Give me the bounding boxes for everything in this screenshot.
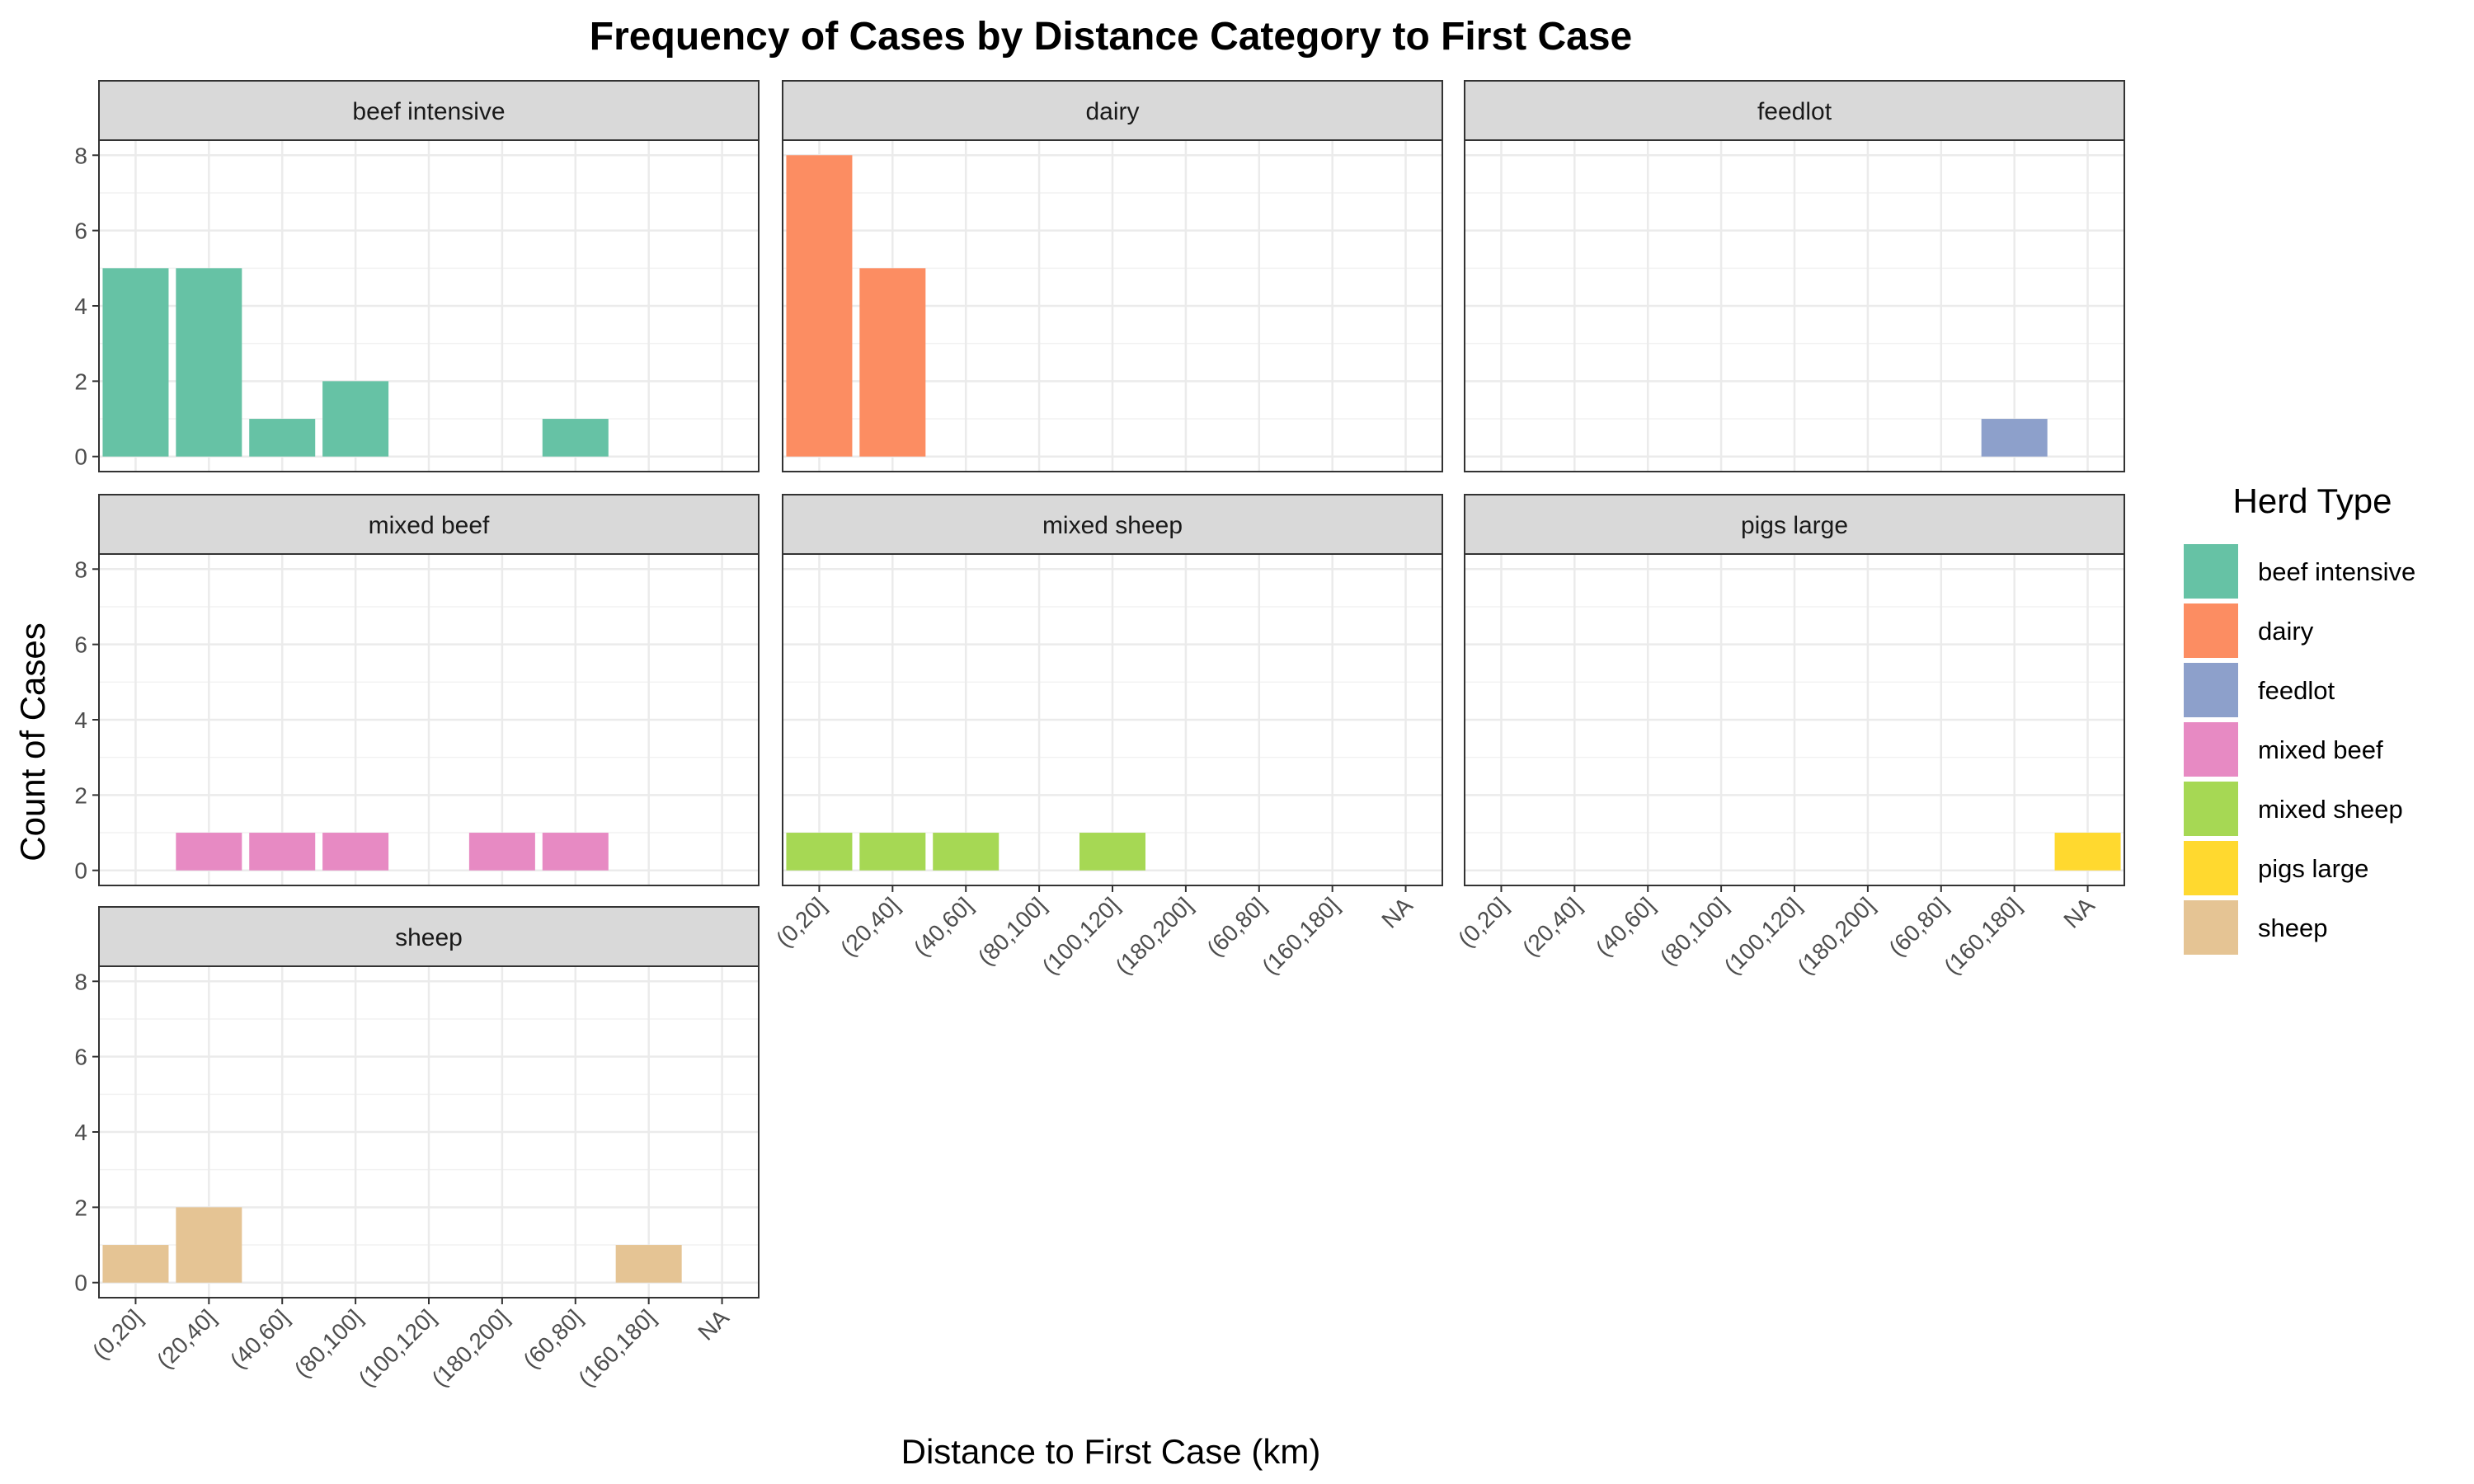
facet-strip-label: feedlot: [1757, 98, 1832, 125]
facet-strip: [98, 80, 760, 141]
bar-mixed-beef-20-40: [176, 833, 242, 871]
legend-label-pigs-large: pigs large: [2258, 854, 2368, 883]
panel-border: [1464, 139, 2125, 472]
panel-border: [782, 139, 1443, 472]
bar-beef-intensive-0-20: [102, 268, 169, 457]
y-tick-label: 6: [74, 218, 87, 244]
y-tick-label: 2: [74, 1195, 87, 1220]
facet-beef-intensive: beef intensive 0 2 4 6 8: [74, 80, 760, 472]
y-tick-label: 2: [74, 782, 87, 808]
bar-beef-intensive-40-60: [249, 419, 316, 457]
y-tick-label: 8: [74, 556, 87, 582]
y-axis-title: Count of Cases: [13, 622, 52, 862]
bar-beef-intensive-20-40: [176, 268, 242, 457]
facet-panels: beef intensive 0 2 4 6 8 dairy feedlot mixed bee…: [74, 80, 2125, 1392]
y-tick-label: 2: [74, 369, 87, 394]
facet-mixed-beef: mixed beef 0 2 4 6 8: [74, 494, 760, 886]
facet-strip: [1464, 494, 2125, 555]
y-tick-label: 0: [74, 444, 87, 470]
facet-strip-label: mixed beef: [369, 512, 490, 539]
y-tick-label: 0: [74, 1270, 87, 1296]
bar-mixed-beef-180-200: [468, 833, 535, 871]
bar-mixed-sheep-0-20: [786, 833, 853, 871]
legend-title: Herd Type: [2233, 481, 2392, 520]
chart-title: Frequency of Cases by Distance Category …: [590, 15, 1632, 59]
bar-sheep-160-180: [615, 1245, 682, 1283]
facet-strip-label: pigs large: [1741, 512, 1848, 539]
bar-sheep-0-20: [102, 1245, 169, 1283]
facet-strip-label: beef intensive: [352, 98, 505, 125]
bar-beef-intensive-60-80: [542, 419, 609, 457]
bar-mixed-sheep-40-60: [933, 833, 999, 871]
bar-pigs-large-na: [2054, 833, 2121, 871]
legend-key-feedlot: [2184, 663, 2238, 717]
legend-key-dairy: [2184, 603, 2238, 658]
x-axis-title: Distance to First Case (km): [901, 1432, 1321, 1471]
legend: Herd Type beef intensive dairy feedlot mixed…: [2184, 481, 2415, 955]
y-tick-label: 6: [74, 1045, 87, 1070]
bar-feedlot-160-180: [1981, 419, 2048, 457]
y-tick-label: 4: [74, 1120, 87, 1145]
legend-key-mixed-beef: [2184, 722, 2238, 777]
legend-label-beef-intensive: beef intensive: [2258, 557, 2415, 586]
facet-strip: [98, 906, 760, 967]
bar-mixed-beef-80-100: [322, 833, 389, 871]
facet-strip-label: sheep: [395, 924, 463, 951]
y-tick-label: 4: [74, 294, 87, 319]
legend-key-beef-intensive: [2184, 544, 2238, 599]
bar-mixed-beef-60-80: [542, 833, 609, 871]
legend-label-dairy: dairy: [2258, 617, 2314, 646]
y-tick-label: 8: [74, 969, 87, 994]
facet-strip-label: mixed sheep: [1042, 512, 1183, 539]
bar-beef-intensive-80-100: [322, 381, 389, 457]
bar-mixed-sheep-20-40: [859, 833, 926, 871]
bar-mixed-sheep-100-120: [1079, 833, 1145, 871]
bar-sheep-20-40: [176, 1207, 242, 1283]
facet-strip: [98, 494, 760, 555]
legend-key-mixed-sheep: [2184, 782, 2238, 836]
y-tick-label: 4: [74, 707, 87, 733]
facet-strip: [1464, 80, 2125, 141]
facet-strip: [782, 80, 1443, 141]
y-tick-label: 0: [74, 858, 87, 884]
bar-dairy-0-20: [786, 155, 853, 457]
facet-dairy: dairy: [782, 80, 1443, 472]
y-tick-label: 6: [74, 632, 87, 658]
legend-label-mixed-beef: mixed beef: [2258, 735, 2383, 764]
legend-label-feedlot: feedlot: [2258, 676, 2335, 705]
legend-label-sheep: sheep: [2258, 913, 2327, 942]
bar-dairy-20-40: [859, 268, 926, 457]
bar-mixed-beef-40-60: [249, 833, 316, 871]
facet-feedlot: feedlot: [1464, 80, 2125, 472]
facet-strip-label: dairy: [1085, 98, 1139, 125]
y-tick-label: 8: [74, 143, 87, 168]
legend-key-pigs-large: [2184, 841, 2238, 895]
legend-label-mixed-sheep: mixed sheep: [2258, 795, 2403, 824]
facet-strip: [782, 494, 1443, 555]
legend-key-sheep: [2184, 900, 2238, 955]
